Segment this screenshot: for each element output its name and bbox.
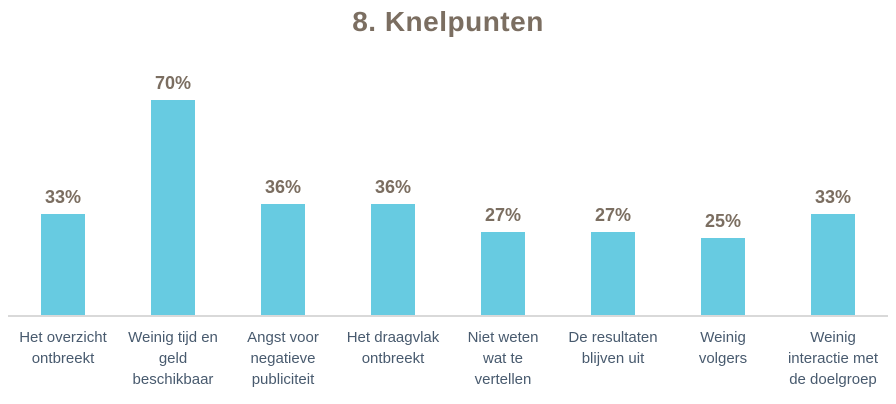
- bar-value-label: 36%: [374, 177, 412, 197]
- category-label: Weinig volgers: [668, 327, 778, 369]
- bar-value-label: 33%: [814, 187, 852, 207]
- bar-column: 36%: [338, 0, 448, 315]
- category-label-line: interactie met: [787, 350, 879, 367]
- category-label: Angst voor negatieve publiciteit: [228, 327, 338, 390]
- bar-value-label: 27%: [484, 205, 522, 225]
- bar-value-label: 27%: [594, 205, 632, 225]
- category-label-line: Weinig tijd en: [128, 329, 218, 346]
- category-label-line: Weinig: [810, 329, 856, 346]
- category-label: Het overzicht ontbreekt: [8, 327, 118, 369]
- category-label: Het draagvlak ontbreekt: [338, 327, 448, 369]
- bar: [261, 204, 305, 315]
- bar-value-label: 33%: [44, 187, 82, 207]
- bar-column: 33%: [778, 0, 888, 315]
- bar-column: 70%: [118, 0, 228, 315]
- bar-value-label: 25%: [704, 211, 742, 231]
- category-label: Weinig interactie met de doelgroep: [778, 327, 888, 390]
- category-label: Weinig tijd en geld beschikbaar: [118, 327, 228, 390]
- category-label-line: beschikbaar: [132, 371, 214, 388]
- category-label-line: publiciteit: [251, 371, 315, 388]
- bar-column: 25%: [668, 0, 778, 315]
- category-label-line: ontbreekt: [31, 350, 95, 367]
- bar-value-label: 36%: [264, 177, 302, 197]
- bar: [701, 238, 745, 315]
- category-label-line: Het draagvlak: [346, 329, 440, 346]
- category-label-line: Angst voor: [247, 329, 319, 346]
- category-label-line: de doelgroep: [789, 371, 877, 388]
- plot-area: 33% 70% 36% 36% 27% 27% 25% 33%: [8, 0, 888, 317]
- category-label-line: geld: [158, 350, 188, 367]
- bar-value-label: 70%: [154, 73, 192, 93]
- category-label-line: blijven uit: [581, 350, 645, 367]
- category-label-line: Niet weten: [467, 329, 539, 346]
- category-label-line: volgers: [698, 350, 748, 367]
- chart-title: 8. Knelpunten: [352, 6, 544, 37]
- bar-column: 33%: [8, 0, 118, 315]
- bar: [41, 214, 85, 315]
- category-label: De resultaten blijven uit: [558, 327, 668, 369]
- category-label: Niet weten wat te vertellen: [448, 327, 558, 390]
- category-label-line: ontbreekt: [361, 350, 425, 367]
- category-label-line: wat te: [482, 350, 524, 367]
- bar: [371, 204, 415, 315]
- category-label-line: De resultaten: [568, 329, 658, 346]
- category-label-line: vertellen: [474, 371, 532, 388]
- category-label-line: Het overzicht: [19, 329, 107, 346]
- bar-column: 36%: [228, 0, 338, 315]
- bar-column: 27%: [448, 0, 558, 315]
- category-label-line: Weinig: [700, 329, 746, 346]
- bar: [811, 214, 855, 315]
- category-label-line: negatieve: [250, 350, 316, 367]
- bar-column: 27%: [558, 0, 668, 315]
- bar: [151, 100, 195, 315]
- bar: [591, 232, 635, 315]
- category-axis: Het overzicht ontbreekt Weinig tijd en geld…: [8, 327, 888, 390]
- bar: [481, 232, 525, 315]
